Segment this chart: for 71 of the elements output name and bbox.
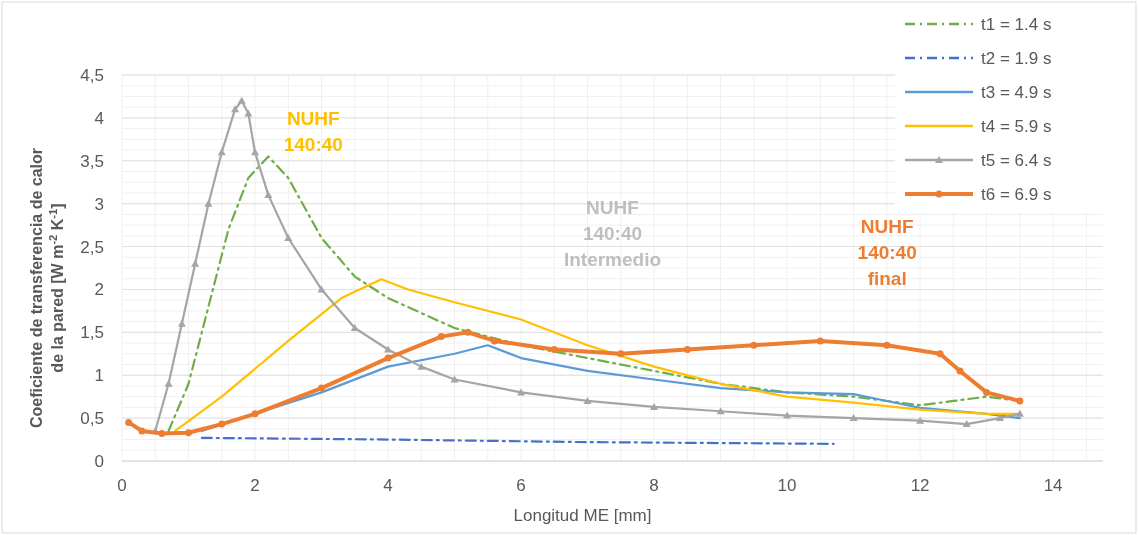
point — [450, 375, 459, 383]
x-tick-label: 14 — [1043, 476, 1063, 495]
point — [158, 430, 166, 438]
legend-label: t3 = 4.9 s — [981, 82, 1052, 102]
point — [916, 416, 925, 424]
point — [1016, 397, 1024, 405]
point — [284, 233, 293, 241]
legend-label: t6 = 6.9 s — [981, 184, 1052, 204]
point — [437, 333, 445, 341]
point — [849, 414, 858, 422]
x-tick-label: 10 — [777, 476, 797, 495]
y-tick-label: 0 — [94, 451, 104, 471]
point — [995, 414, 1004, 422]
x-axis-title: Longitud ME [mm] — [513, 506, 652, 525]
x-tick-label: 8 — [649, 476, 659, 495]
annotation: NUHF 140:40 Intermedio — [563, 196, 662, 270]
y-tick-label: 1,5 — [80, 323, 104, 343]
point — [164, 379, 173, 387]
point — [384, 354, 392, 362]
y-tick-label: 4 — [94, 108, 104, 128]
legend-label: t5 = 6.4 s — [981, 150, 1052, 170]
point — [650, 402, 659, 410]
point — [617, 350, 625, 358]
point — [783, 411, 792, 419]
point — [185, 429, 193, 437]
point — [204, 199, 213, 207]
point — [816, 337, 824, 345]
point — [138, 427, 146, 435]
point — [125, 418, 133, 426]
point — [883, 341, 891, 349]
x-tick-label: 4 — [383, 476, 393, 495]
legend-label: t4 = 5.9 s — [981, 116, 1052, 136]
point — [350, 324, 359, 332]
point — [716, 407, 725, 415]
legend-label: t2 = 1.9 s — [981, 48, 1052, 68]
y-tick-label: 2 — [94, 280, 104, 300]
annotation: NUHF 140:40 final — [857, 216, 917, 290]
y-tick-label: 0,5 — [80, 409, 104, 429]
point — [244, 109, 253, 117]
point — [936, 350, 944, 358]
y-tick-label: 4,5 — [80, 65, 104, 85]
point — [962, 420, 971, 428]
legend-label: t1 = 1.4 s — [981, 14, 1052, 34]
point — [750, 341, 758, 349]
point — [490, 337, 498, 345]
point — [264, 191, 273, 199]
point — [956, 367, 964, 375]
point — [583, 396, 592, 404]
point — [318, 384, 326, 392]
point — [464, 328, 472, 336]
y-tick-label: 1 — [94, 366, 104, 386]
x-tick-label: 6 — [516, 476, 526, 495]
point — [177, 319, 186, 327]
point — [1015, 409, 1024, 417]
annotation: NUHF 140:40 — [283, 108, 343, 156]
x-tick-label: 12 — [910, 476, 930, 495]
point — [550, 345, 558, 353]
y-tick-label: 3 — [94, 194, 104, 214]
point — [983, 388, 991, 396]
point — [417, 362, 426, 370]
point — [218, 420, 226, 428]
point — [251, 148, 260, 156]
point — [683, 345, 691, 353]
point — [237, 96, 246, 104]
point — [217, 148, 226, 156]
point — [191, 259, 200, 267]
x-tick-label: 0 — [117, 476, 127, 495]
y-tick-label: 2,5 — [80, 237, 104, 257]
point — [251, 410, 259, 418]
y-tick-label: 3,5 — [80, 151, 104, 171]
x-tick-label: 2 — [250, 476, 260, 495]
